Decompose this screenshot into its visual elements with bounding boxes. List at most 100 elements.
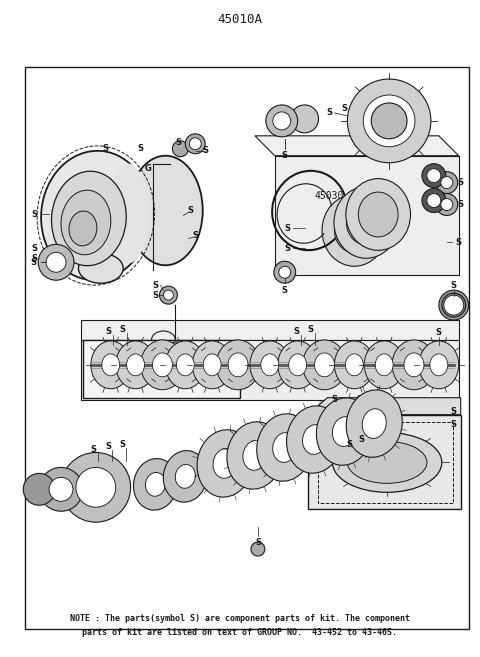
Ellipse shape [347, 200, 386, 245]
Ellipse shape [141, 340, 184, 390]
Ellipse shape [145, 472, 166, 496]
Text: S: S [458, 178, 464, 187]
Circle shape [185, 134, 205, 154]
Text: S: S [153, 281, 158, 290]
Ellipse shape [332, 417, 357, 446]
Ellipse shape [116, 341, 156, 389]
Ellipse shape [335, 208, 374, 253]
Ellipse shape [314, 353, 335, 377]
Text: S: S [451, 420, 457, 429]
Circle shape [159, 286, 178, 304]
Circle shape [266, 105, 298, 137]
Ellipse shape [392, 340, 436, 390]
Circle shape [441, 177, 453, 189]
Circle shape [291, 105, 319, 133]
Text: 45050: 45050 [354, 395, 384, 405]
Ellipse shape [102, 354, 120, 376]
Circle shape [76, 467, 116, 507]
Text: NOTE : The parts(symbol S) are component parts of kit. The component: NOTE : The parts(symbol S) are component… [70, 614, 410, 623]
Circle shape [441, 198, 453, 210]
Ellipse shape [128, 156, 203, 265]
Text: S: S [175, 138, 181, 147]
Ellipse shape [78, 254, 123, 283]
Text: S: S [308, 325, 313, 334]
Ellipse shape [91, 341, 131, 389]
Ellipse shape [346, 354, 363, 376]
Circle shape [39, 467, 83, 511]
Text: S: S [91, 445, 97, 454]
Ellipse shape [175, 464, 195, 488]
Circle shape [427, 194, 441, 208]
Ellipse shape [278, 341, 318, 389]
Ellipse shape [133, 459, 178, 510]
Circle shape [348, 79, 431, 163]
Circle shape [164, 290, 173, 300]
Ellipse shape [302, 424, 326, 455]
Ellipse shape [335, 341, 374, 389]
Ellipse shape [302, 340, 347, 390]
Ellipse shape [61, 190, 111, 255]
Ellipse shape [41, 151, 151, 280]
Polygon shape [81, 320, 459, 340]
Text: S: S [285, 224, 291, 233]
Polygon shape [81, 340, 459, 399]
Ellipse shape [192, 341, 232, 389]
Text: 45030: 45030 [314, 191, 344, 200]
Circle shape [371, 103, 407, 139]
Text: S: S [120, 325, 126, 334]
Text: S: S [106, 327, 112, 336]
Ellipse shape [216, 340, 260, 390]
Circle shape [274, 261, 296, 283]
Ellipse shape [404, 353, 424, 377]
Circle shape [363, 95, 415, 147]
Ellipse shape [316, 398, 372, 465]
Text: S: S [30, 258, 36, 267]
Circle shape [444, 295, 464, 315]
Text: S: S [31, 210, 37, 219]
Ellipse shape [322, 194, 387, 266]
Text: S: S [31, 244, 37, 253]
Ellipse shape [228, 353, 248, 377]
Circle shape [46, 252, 66, 272]
Circle shape [427, 169, 441, 183]
Text: S: S [187, 206, 193, 215]
Text: G: G [145, 164, 152, 173]
Circle shape [168, 342, 182, 356]
Circle shape [38, 244, 74, 280]
Text: S: S [294, 327, 300, 336]
Ellipse shape [346, 179, 410, 250]
Text: S: S [103, 145, 109, 153]
Text: 45040: 45040 [220, 365, 250, 375]
Circle shape [439, 290, 468, 320]
Circle shape [436, 194, 458, 215]
Ellipse shape [166, 341, 205, 389]
Ellipse shape [213, 449, 237, 478]
Circle shape [23, 474, 55, 505]
Text: S: S [341, 104, 348, 114]
Circle shape [422, 189, 446, 212]
Bar [25, 67, 469, 629]
Ellipse shape [257, 414, 313, 481]
Ellipse shape [250, 341, 290, 389]
Text: S: S [451, 281, 457, 290]
Ellipse shape [227, 422, 283, 489]
Circle shape [49, 478, 73, 501]
Ellipse shape [430, 354, 448, 376]
Circle shape [436, 171, 458, 194]
Circle shape [189, 138, 201, 150]
Text: S: S [285, 244, 291, 253]
Text: S: S [282, 151, 288, 160]
Ellipse shape [346, 390, 402, 457]
Polygon shape [255, 136, 459, 156]
Text: S: S [106, 442, 112, 451]
Ellipse shape [287, 406, 343, 473]
Circle shape [172, 141, 188, 157]
Ellipse shape [348, 442, 427, 484]
Ellipse shape [203, 354, 221, 376]
Text: S: S [358, 435, 364, 444]
Text: S: S [255, 537, 261, 547]
Text: parts of kit are listed on text of GROUP NO.  43-452 to 43-465.: parts of kit are listed on text of GROUP… [83, 628, 397, 637]
Ellipse shape [288, 354, 307, 376]
Ellipse shape [362, 409, 386, 438]
Ellipse shape [375, 354, 393, 376]
